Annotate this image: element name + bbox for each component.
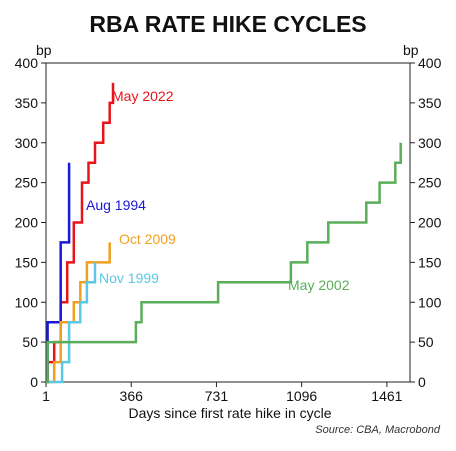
y-tick-label-left: 250 [15, 175, 39, 191]
series-label-aug-1994: Aug 1994 [86, 197, 146, 213]
series-line-nov-1999 [46, 262, 97, 384]
series-line-may-2002 [46, 142, 402, 384]
y-tick-label-left: 300 [15, 135, 39, 151]
series-label-oct-2009: Oct 2009 [119, 231, 176, 247]
y-unit-right: bp [403, 42, 419, 58]
y-tick-label-left: 150 [15, 254, 39, 270]
y-tick-label-right: 100 [418, 294, 442, 310]
axes: 0 0 50 50 100 100 150 150 200 200 250 250 300 300 350 3… [15, 55, 442, 404]
y-tick-label-right: 250 [418, 175, 442, 191]
series-label-may-2002: May 2002 [288, 277, 350, 293]
series-labels: May 2022 Aug 1994 Oct 2009 Nov 1999 May 2002 [86, 88, 350, 293]
chart-title: RBA RATE HIKE CYCLES [89, 11, 366, 37]
x-axis-label: Days since first rate hike in cycle [128, 405, 331, 421]
y-tick-label-left: 0 [30, 374, 38, 390]
series-line-oct-2009 [46, 242, 111, 384]
x-tick-label: 1096 [286, 388, 317, 404]
y-tick-label-right: 150 [418, 254, 442, 270]
y-tick-label-right: 300 [418, 135, 442, 151]
y-tick-label-left: 400 [15, 55, 39, 71]
y-tick-label-right: 200 [418, 215, 442, 231]
series-line-aug-1994 [46, 162, 71, 384]
x-tick-label: 1461 [371, 388, 402, 404]
y-tick-label-left: 350 [15, 95, 39, 111]
x-tick-label: 1 [42, 388, 50, 404]
series-label-nov-1999: Nov 1999 [99, 270, 159, 286]
y-tick-label-left: 100 [15, 294, 39, 310]
y-tick-label-right: 0 [418, 374, 426, 390]
source-note: Source: CBA, Macrobond [315, 424, 441, 436]
x-tick-label: 731 [205, 388, 229, 404]
y-tick-label-right: 350 [418, 95, 442, 111]
series-line-may-2022 [46, 82, 115, 384]
series-layer [46, 82, 402, 384]
y-tick-label-left: 200 [15, 215, 39, 231]
y-tick-label-right: 400 [418, 55, 442, 71]
x-tick-label: 366 [120, 388, 144, 404]
y-tick-label-left: 50 [22, 334, 38, 350]
y-tick-label-right: 50 [418, 334, 434, 350]
y-unit-left: bp [36, 42, 52, 58]
series-label-may-2022: May 2022 [112, 88, 174, 104]
